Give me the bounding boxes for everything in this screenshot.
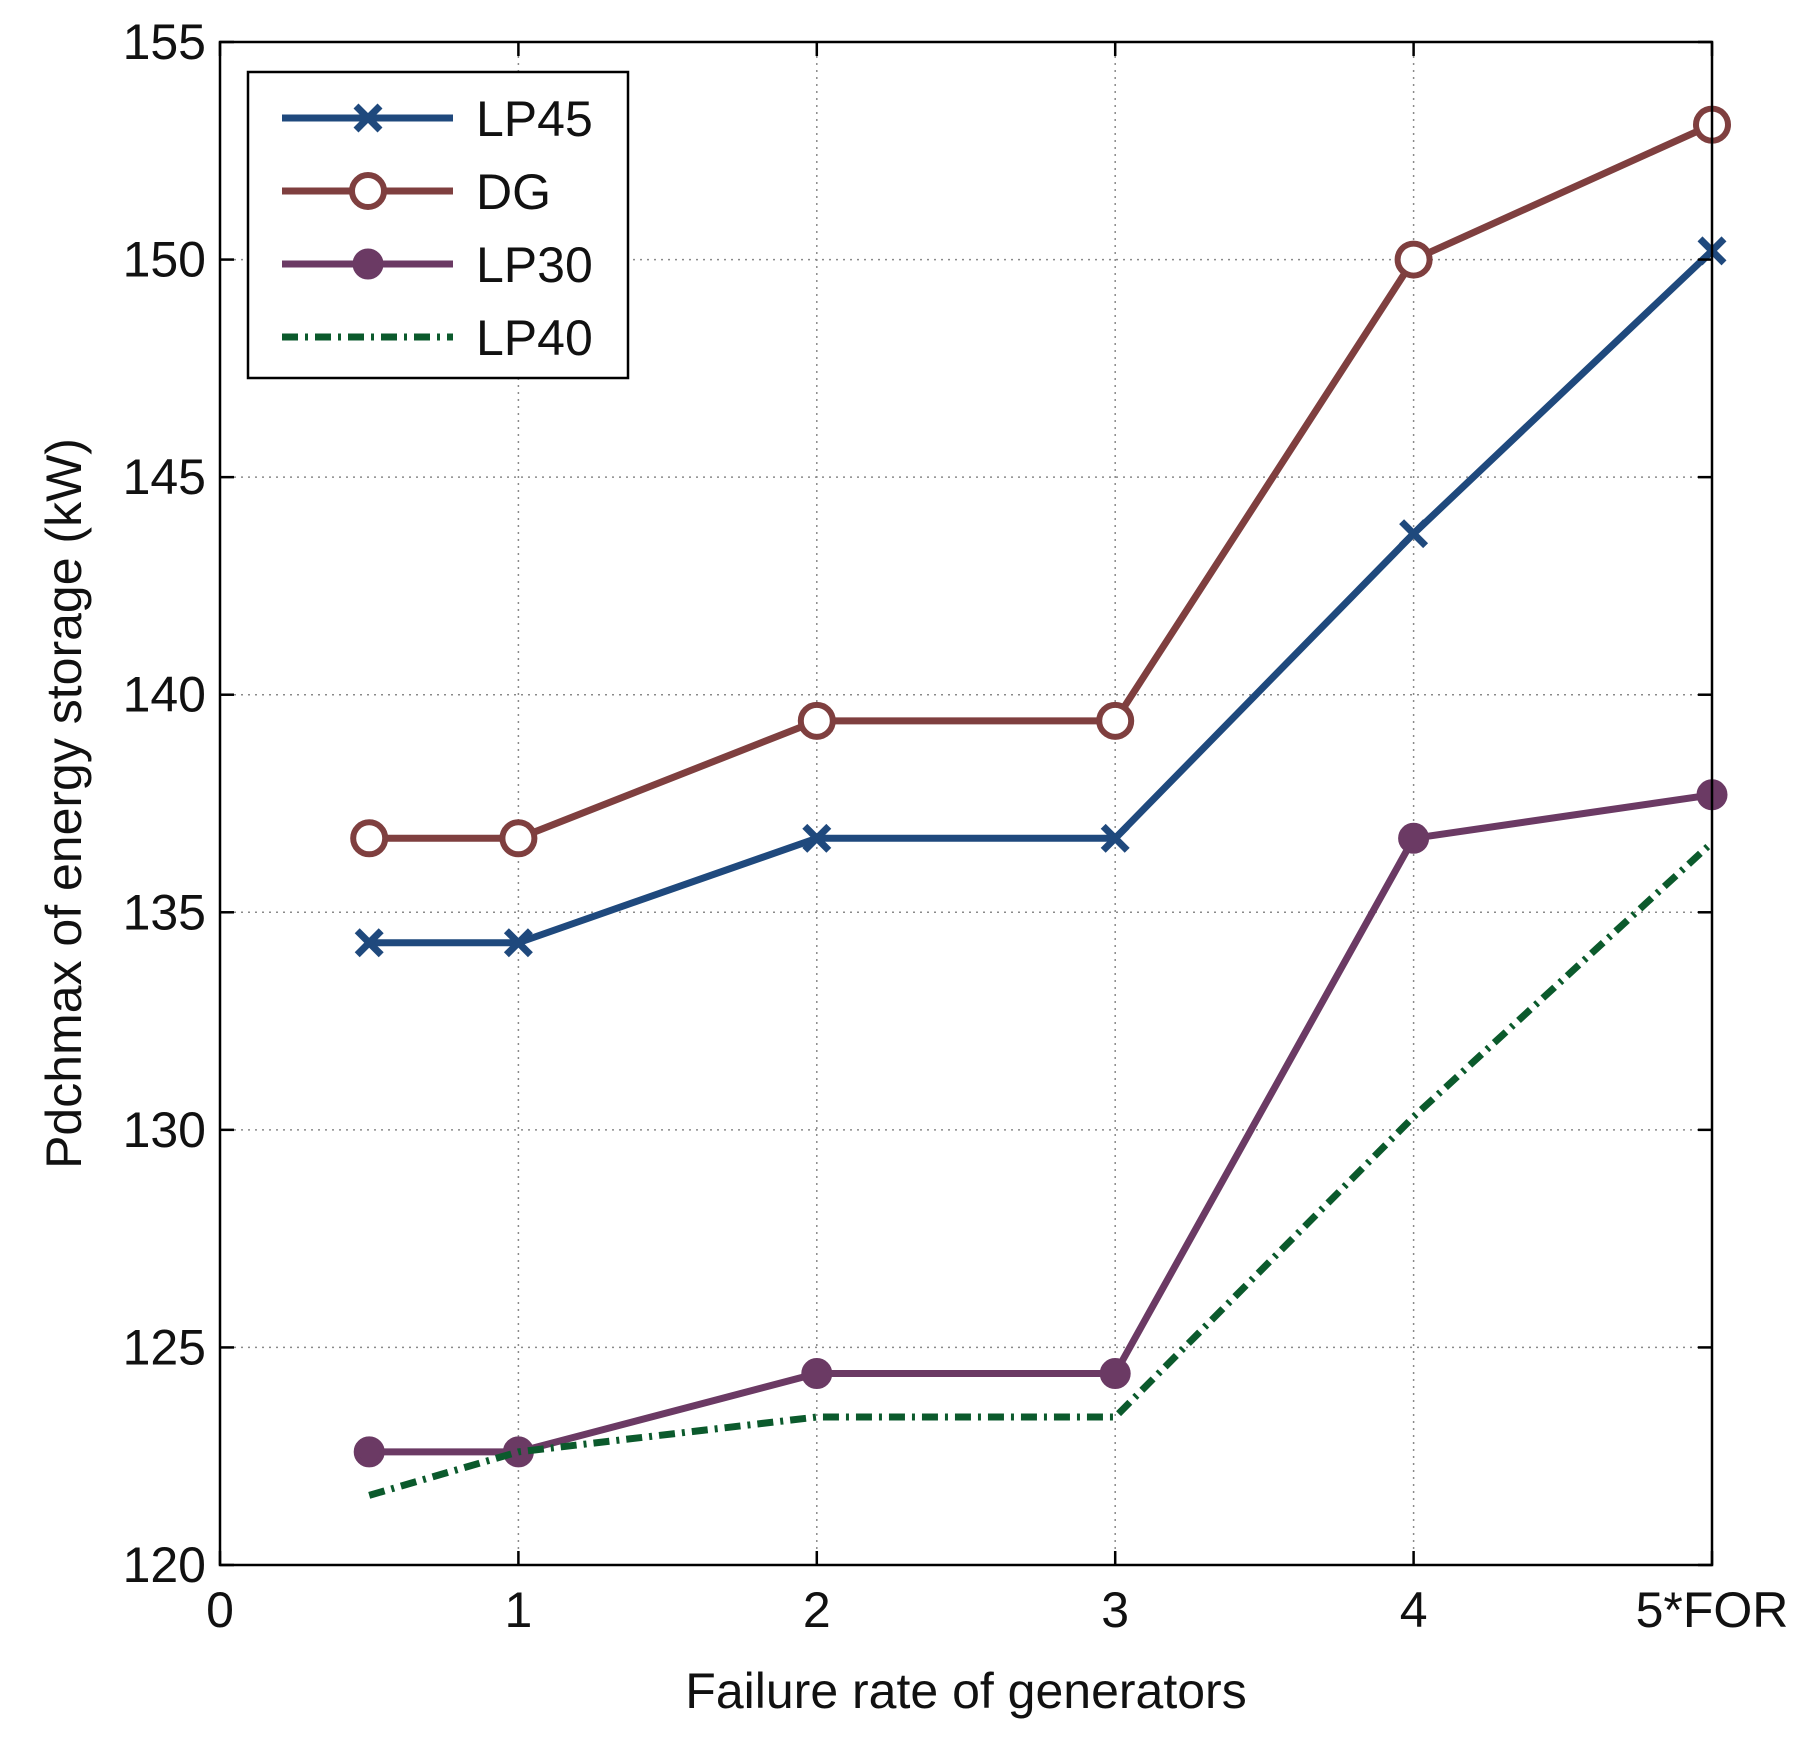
- y-tick-label: 145: [123, 449, 206, 505]
- x-tick-label: 2: [803, 1582, 831, 1638]
- legend: LP45 DG LP30 LP40: [246, 70, 630, 380]
- series-dg: [350, 105, 1731, 858]
- legend-label-lp30: LP30: [476, 237, 593, 293]
- x-marker-stroke: [1399, 519, 1429, 549]
- series-lp45: [354, 236, 1727, 958]
- y-tick-label: 140: [123, 667, 206, 723]
- x-marker: [1399, 519, 1429, 549]
- tick-layer: 0 1 2 3 4 5*FOR 120 125 130 135 140 145 150 155: [123, 14, 1789, 1638]
- y-tick-label: 120: [123, 1537, 206, 1593]
- y-tick-label: 155: [123, 14, 206, 70]
- circle-marker: [499, 819, 538, 858]
- filled-circle-marker: [1099, 1358, 1131, 1390]
- series-line-lp30: [365, 791, 1716, 1456]
- plot-frame: [218, 40, 1714, 1567]
- filled-circle-marker: [353, 1436, 385, 1468]
- circle-marker: [1394, 240, 1433, 279]
- y-axis-title: Pdchmax of energy storage (kW): [36, 438, 92, 1169]
- circle-marker: [350, 819, 389, 858]
- circle-marker: [349, 172, 387, 210]
- series-line-lp40: [368, 840, 1715, 1499]
- x-marker: [802, 823, 832, 853]
- legend-label-lp45: LP45: [476, 91, 593, 147]
- x-tick-label: 1: [504, 1582, 532, 1638]
- y-tick-label: 150: [123, 232, 206, 288]
- x-tick-label: 0: [206, 1582, 234, 1638]
- x-tick-label: 5*FOR: [1636, 1582, 1789, 1638]
- legend-item-lp40: LP40: [282, 310, 593, 366]
- legend-item-lp45: LP45: [282, 91, 593, 147]
- y-tick-label: 135: [123, 884, 206, 940]
- series-line-lp45: [365, 247, 1716, 947]
- x-marker: [353, 103, 383, 133]
- circle-marker: [797, 701, 836, 740]
- x-marker-stroke: [1100, 823, 1130, 853]
- legend-item-lp30: LP30: [282, 237, 593, 293]
- x-marker-stroke: [353, 103, 383, 133]
- y-tick-label: 125: [123, 1319, 206, 1375]
- filled-circle-marker: [1398, 822, 1430, 854]
- y-tick-label: 130: [123, 1102, 206, 1158]
- circle-marker: [1096, 701, 1135, 740]
- x-tick-label: 4: [1400, 1582, 1428, 1638]
- x-marker-stroke: [354, 928, 384, 958]
- filled-circle-marker: [801, 1358, 833, 1390]
- filled-circle-marker: [352, 248, 384, 280]
- series-line-dg: [365, 121, 1716, 842]
- series-lp40: [368, 840, 1715, 1499]
- x-marker: [503, 928, 533, 958]
- legend-item-dg: DG: [282, 164, 551, 220]
- legend-box: [246, 70, 630, 380]
- series-layer: [350, 105, 1731, 1499]
- x-tick-label: 3: [1101, 1582, 1129, 1638]
- legend-label-dg: DG: [476, 164, 551, 220]
- x-marker: [354, 928, 384, 958]
- series-lp30: [353, 779, 1728, 1468]
- legend-label-lp40: LP40: [476, 310, 593, 366]
- x-marker-stroke: [802, 823, 832, 853]
- x-axis-title: Failure rate of generators: [685, 1663, 1246, 1719]
- x-marker-stroke: [503, 928, 533, 958]
- x-marker: [1100, 823, 1130, 853]
